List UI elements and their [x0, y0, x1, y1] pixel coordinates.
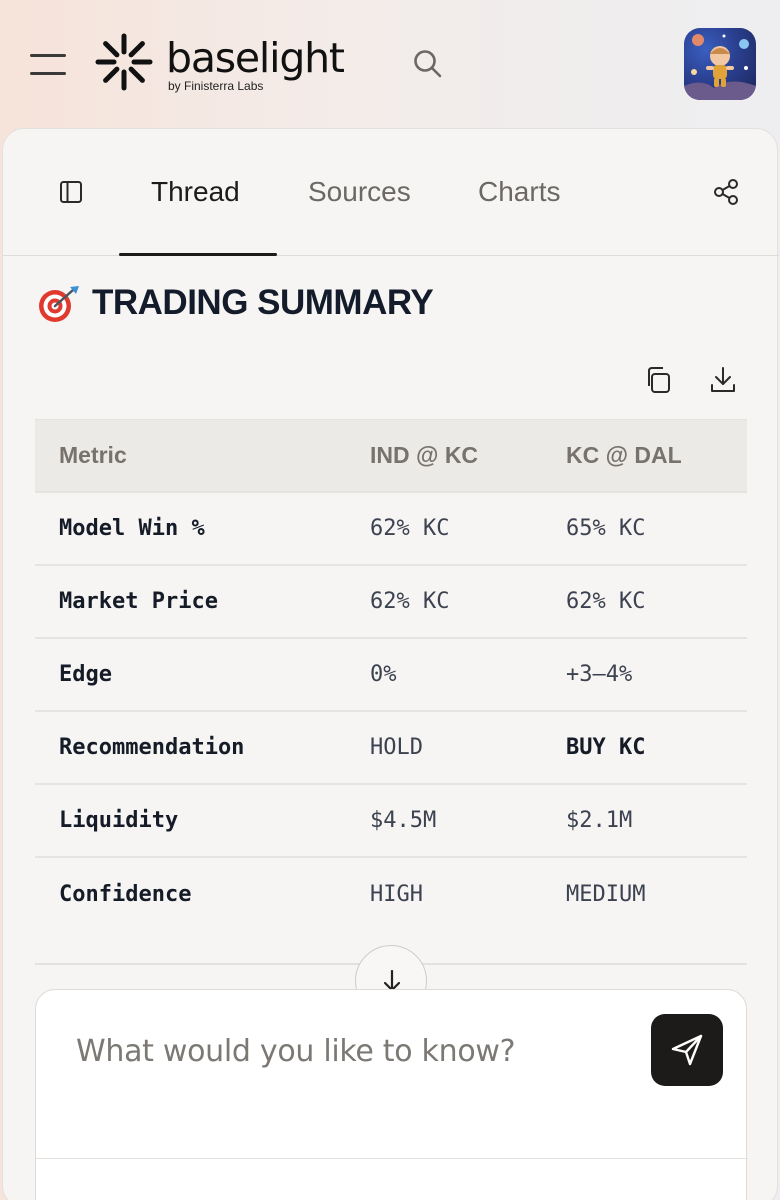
table-row: Model Win % 62% KC 65% KC: [35, 493, 747, 566]
summary-title: TRADING SUMMARY: [92, 283, 434, 322]
sidebar-toggle-icon[interactable]: [59, 180, 83, 204]
table-cell: 65% KC: [566, 516, 646, 541]
table-row: Confidence HIGH MEDIUM: [35, 858, 747, 931]
table-header-row: Metric IND @ KC KC @ DAL: [35, 419, 747, 493]
table-cell: 62% KC: [370, 589, 450, 614]
summary-heading: TRADING SUMMARY: [37, 281, 637, 325]
send-icon: [671, 1034, 703, 1066]
baselight-logo-icon: [95, 33, 153, 91]
share-icon[interactable]: [711, 177, 741, 207]
table-cell: $2.1M: [566, 808, 633, 833]
metric-label: Recommendation: [59, 735, 245, 760]
user-avatar[interactable]: [684, 28, 756, 100]
target-dart-icon: [39, 286, 79, 322]
table-cell: 0%: [370, 662, 397, 687]
column-header: IND @ KC: [370, 442, 479, 468]
table-row: Liquidity $4.5M $2.1M: [35, 785, 747, 858]
message-composer: [35, 989, 748, 1200]
top-header: baselight by Finisterra Labs: [0, 0, 780, 128]
tab-thread[interactable]: Thread: [151, 176, 240, 207]
search-icon[interactable]: [411, 47, 445, 81]
download-icon[interactable]: [708, 365, 738, 395]
table-row: Edge 0% +3–4%: [35, 639, 747, 712]
table-cell: +3–4%: [566, 662, 633, 687]
column-header: KC @ DAL: [566, 442, 682, 468]
table-cell: MEDIUM: [566, 882, 646, 907]
table-cell: 62% KC: [566, 589, 646, 614]
tab-bar: Thread Sources Charts: [3, 129, 779, 256]
metric-label: Market Price: [59, 589, 218, 614]
table-row: Recommendation HOLD BUY KC: [35, 712, 747, 785]
copy-icon[interactable]: [643, 365, 673, 395]
composer-divider: [36, 1158, 748, 1159]
recommendation-highlight: BUY KC: [566, 735, 646, 760]
table-row: Market Price 62% KC 62% KC: [35, 566, 747, 639]
tab-sources[interactable]: Sources: [308, 176, 411, 207]
send-button[interactable]: [651, 1014, 723, 1086]
active-tab-indicator: [119, 253, 277, 256]
main-panel: Thread Sources Charts TRADING SUMMARY: [2, 128, 779, 1200]
table-cell: 62% KC: [370, 516, 450, 541]
metric-label: Model Win %: [59, 516, 205, 541]
trading-summary-table: Metric IND @ KC KC @ DAL Model Win % 62%…: [35, 419, 747, 931]
metric-label: Liquidity: [59, 808, 179, 833]
brand-byline: by Finisterra Labs: [168, 79, 264, 93]
table-cell: $4.5M: [370, 808, 437, 833]
tab-charts[interactable]: Charts: [478, 176, 561, 207]
brand-logo[interactable]: baselight by Finisterra Labs: [94, 32, 384, 94]
table-cell: HIGH: [370, 882, 423, 907]
menu-icon[interactable]: [30, 52, 66, 78]
question-input[interactable]: [76, 1026, 636, 1076]
avatar-image: [684, 34, 756, 100]
metric-label: Edge: [59, 662, 112, 687]
column-header: Metric: [59, 442, 127, 468]
table-cell: HOLD: [370, 735, 423, 760]
metric-label: Confidence: [59, 882, 192, 907]
brand-name: baselight: [166, 34, 345, 82]
